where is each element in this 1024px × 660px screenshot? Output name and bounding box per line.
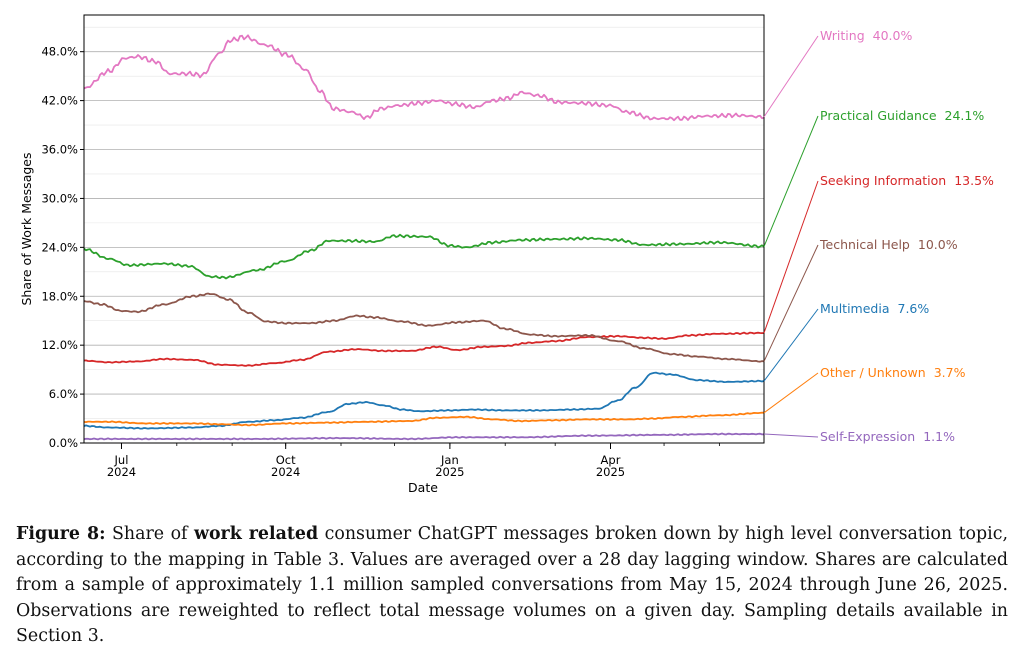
series-end-label: Multimedia 7.6%	[820, 301, 929, 316]
x-tick-year: 2025	[435, 465, 464, 479]
y-tick-label: 12.0%	[41, 338, 78, 352]
caption-text-2: consumer ChatGPT messages broken down by…	[16, 524, 1008, 646]
series-leader-line	[763, 35, 819, 118]
y-tick-label: 24.0%	[41, 240, 78, 254]
series-end-label: Practical Guidance 24.1%	[820, 108, 984, 123]
series-line	[83, 292, 765, 363]
series-line	[83, 432, 765, 441]
caption-bold: work related	[193, 524, 319, 544]
gridlines	[84, 26, 764, 444]
caption-text-1: Share of	[105, 524, 194, 544]
plot-frame	[83, 14, 765, 444]
series-leader-line	[763, 115, 819, 247]
y-tick-label: 0.0%	[49, 436, 78, 450]
series-name: Other / Unknown	[820, 365, 926, 380]
series-end-value: 3.7%	[934, 365, 966, 380]
y-tick-label: 18.0%	[41, 289, 78, 303]
label-leaders	[763, 35, 819, 438]
series-name: Multimedia	[820, 301, 890, 316]
series-end-label: Self-Expression 1.1%	[820, 429, 955, 444]
series-line	[83, 233, 765, 280]
x-tick-year: 2025	[596, 465, 625, 479]
y-tick-label: 36.0%	[41, 143, 78, 157]
series-leader-line	[763, 433, 819, 438]
series-name: Seeking Information	[820, 173, 946, 188]
series-end-labels: Writing 40.0% Practical Guidance 24.1% Seeki…	[819, 28, 994, 444]
series-end-value: 7.6%	[898, 301, 930, 316]
x-tick-month: Apr	[601, 453, 621, 467]
series-line	[83, 331, 765, 367]
series-leader-line	[763, 372, 819, 414]
caption-label: Figure 8:	[16, 524, 106, 544]
line-chart: 0.0% 6.0% 12.0% 18.0% 24.0% 30.0% 36.0% 42.0% 48…	[19, 14, 994, 495]
y-axis: 0.0% 6.0% 12.0% 18.0% 24.0% 30.0% 36.0% 42.0% 48…	[41, 45, 84, 450]
series-end-value: 24.1%	[945, 108, 985, 123]
y-tick-label: 6.0%	[49, 387, 78, 401]
series-end-label: Other / Unknown 3.7%	[820, 365, 966, 380]
x-tick-month: Jan	[440, 453, 459, 467]
y-tick-label: 48.0%	[41, 45, 78, 59]
series-end-label: Writing 40.0%	[820, 28, 912, 43]
x-tick-year: 2024	[107, 465, 136, 479]
series-end-value: 13.5%	[954, 173, 994, 188]
series-leader-line	[763, 180, 819, 334]
figure-caption: Figure 8: Share of work related consumer…	[16, 522, 1008, 650]
series-end-label: Seeking Information 13.5%	[820, 173, 994, 188]
x-tick-year: 2024	[271, 465, 300, 479]
series-line	[83, 411, 764, 427]
series-end-value: 1.1%	[923, 429, 955, 444]
y-tick-label: 30.0%	[41, 191, 78, 205]
series-name: Technical Help	[819, 237, 910, 252]
series-line	[83, 371, 765, 430]
series-leader-line	[763, 244, 819, 362]
series-leader-line	[763, 308, 819, 382]
series-end-label: Technical Help 10.0%	[819, 237, 958, 252]
series-name: Practical Guidance	[820, 108, 937, 123]
x-axis-label: Date	[408, 480, 438, 495]
series-end-value: 10.0%	[918, 237, 958, 252]
y-tick-label: 42.0%	[41, 94, 78, 108]
series-lines	[83, 34, 765, 441]
series-end-value: 40.0%	[873, 28, 913, 43]
series-name: Self-Expression	[820, 429, 915, 444]
x-tick-month: Oct	[276, 453, 296, 467]
x-tick-month: Jul	[114, 453, 129, 467]
series-line	[83, 34, 765, 122]
y-axis-label: Share of Work Messages	[19, 153, 34, 306]
series-name: Writing	[820, 28, 865, 43]
